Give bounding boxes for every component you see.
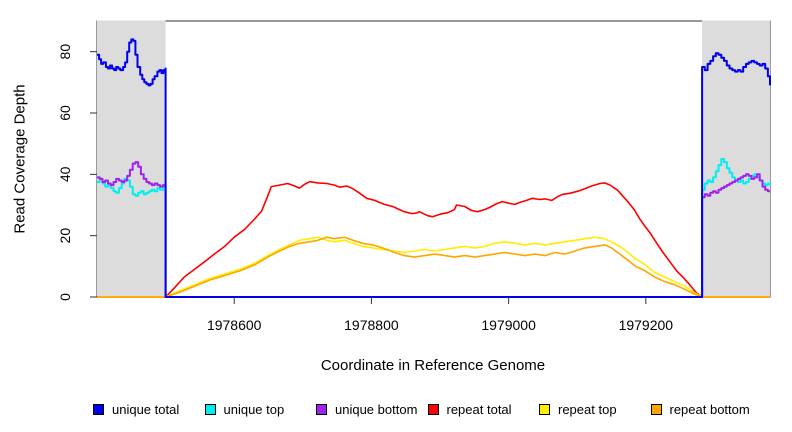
legend-swatch-unique-top — [204, 403, 216, 415]
y-tick-label: 80 — [57, 44, 73, 60]
y-tick-label: 40 — [57, 166, 73, 182]
y-tick-label: 60 — [57, 105, 73, 121]
legend-swatch-unique-bottom — [316, 403, 327, 415]
legend-item-repeat-total: repeat total — [427, 401, 512, 417]
x-axis-title: Coordinate in Reference Genome — [320, 357, 546, 374]
shaded-region-right — [702, 20, 770, 296]
legend-item-unique-top: unique top — [204, 401, 285, 417]
legend-label: unique top — [223, 401, 285, 417]
y-tick-label: 20 — [57, 228, 73, 244]
series-line-repeat-bottom — [97, 236, 770, 298]
legend: unique total unique top unique bottom repea… — [0, 402, 792, 420]
series-line-unique-total — [97, 38, 771, 298]
series-line-repeat-top — [97, 236, 770, 298]
shaded-region-left — [97, 20, 166, 296]
y-tick-label: 0 — [57, 293, 73, 301]
legend-item-unique-bottom: unique bottom — [316, 401, 418, 417]
plot-box — [96, 20, 771, 298]
y-axis-title: Read Coverage Depth — [11, 84, 29, 234]
legend-swatch-repeat-bottom — [650, 403, 662, 415]
legend-swatch-repeat-total — [427, 403, 439, 415]
legend-swatch-repeat-top — [539, 403, 550, 415]
legend-label: unique bottom — [335, 401, 418, 417]
x-tick-label: 1979000 — [481, 317, 536, 333]
legend-item-repeat-bottom: repeat bottom — [650, 401, 750, 417]
x-tick-label: 1978600 — [207, 317, 262, 333]
legend-label: repeat bottom — [669, 401, 750, 417]
legend-label: unique total — [112, 401, 180, 417]
legend-label: repeat total — [446, 401, 512, 417]
legend-label: repeat top — [558, 401, 617, 417]
series-line-repeat-total — [97, 180, 770, 298]
x-tick-label: 1978800 — [344, 317, 399, 333]
legend-item-repeat-top: repeat top — [539, 401, 617, 417]
legend-swatch-unique-total — [93, 403, 104, 415]
legend-item-unique-total: unique total — [93, 401, 180, 417]
series-line-unique-top — [97, 158, 771, 298]
series-line-unique-bottom — [97, 161, 770, 298]
x-tick-label: 1979200 — [619, 317, 674, 333]
